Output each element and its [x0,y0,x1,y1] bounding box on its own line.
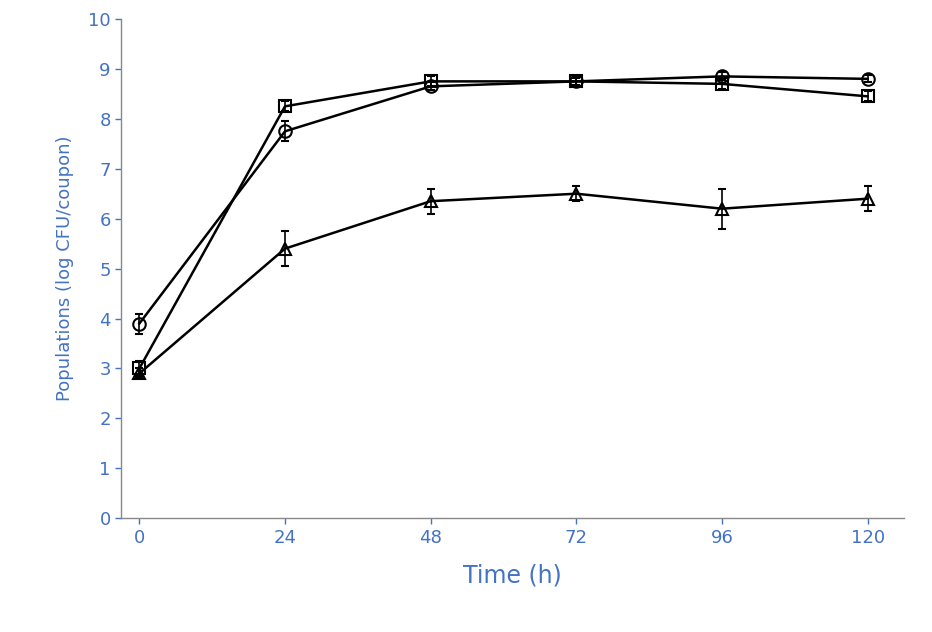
Y-axis label: Populations (log CFU/coupon): Populations (log CFU/coupon) [56,136,75,401]
X-axis label: Time (h): Time (h) [463,563,562,587]
